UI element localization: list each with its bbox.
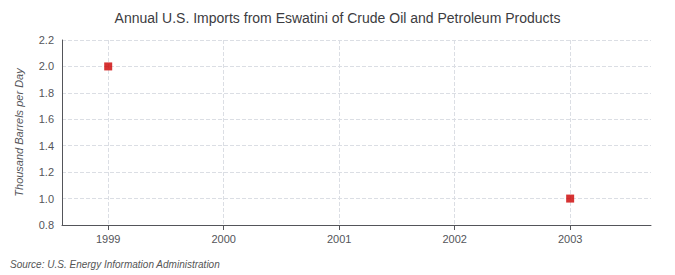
svg-text:1.8: 1.8 [39, 87, 54, 99]
svg-text:1.4: 1.4 [39, 140, 54, 152]
svg-text:0.8: 0.8 [39, 219, 54, 231]
svg-text:2.2: 2.2 [39, 34, 54, 46]
svg-text:2.0: 2.0 [39, 60, 54, 72]
svg-text:Source: U.S. Energy Informatio: Source: U.S. Energy Information Administ… [10, 259, 220, 270]
svg-text:2001: 2001 [327, 233, 351, 245]
svg-text:2003: 2003 [558, 233, 582, 245]
svg-text:1.2: 1.2 [39, 166, 54, 178]
svg-text:2000: 2000 [211, 233, 235, 245]
svg-text:1.6: 1.6 [39, 113, 54, 125]
svg-text:Annual U.S. Imports from Eswat: Annual U.S. Imports from Eswatini of Cru… [115, 10, 561, 26]
svg-text:1999: 1999 [96, 233, 120, 245]
svg-text:2002: 2002 [442, 233, 466, 245]
svg-text:1.0: 1.0 [39, 193, 54, 205]
svg-text:Thousand Barrels per Day: Thousand Barrels per Day [13, 67, 25, 197]
